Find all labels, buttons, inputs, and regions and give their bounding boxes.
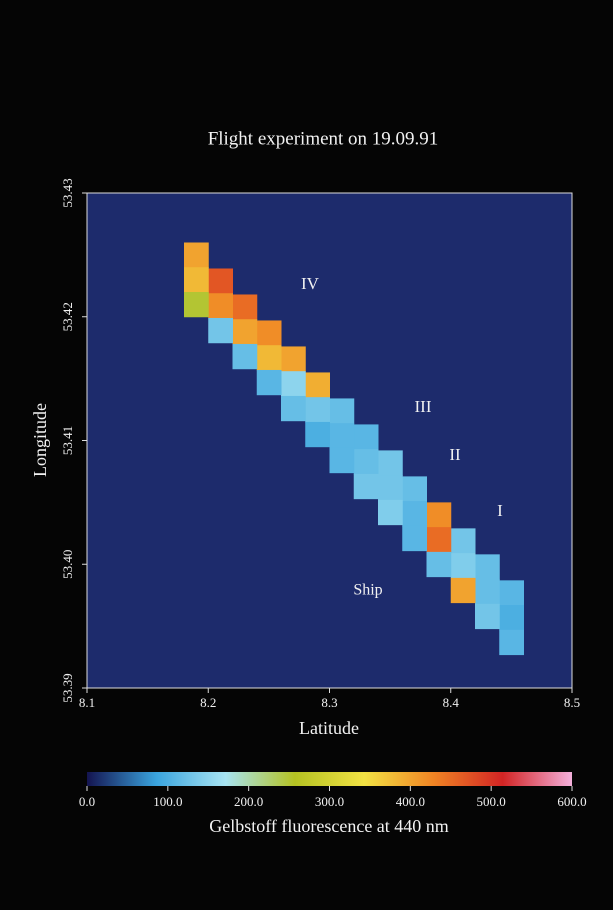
heatmap-cell xyxy=(378,475,403,501)
heatmap-cell xyxy=(475,579,500,605)
heatmap-cell xyxy=(353,473,379,500)
colorbar-tick-label: 300.0 xyxy=(315,794,344,809)
heatmap-cell xyxy=(499,605,524,631)
annotation: II xyxy=(449,445,461,464)
heatmap-cell xyxy=(402,525,427,552)
y-tick-label: 53.41 xyxy=(60,426,75,455)
heatmap-cell xyxy=(450,528,476,554)
heatmap-cell xyxy=(208,293,233,319)
heatmap-cell xyxy=(378,450,403,476)
heatmap-cell xyxy=(256,369,282,396)
y-tick-label: 53.40 xyxy=(60,550,75,579)
colorbar-tick-label: 100.0 xyxy=(153,794,182,809)
heatmap-cell xyxy=(426,527,452,553)
colorbar-tick-label: 500.0 xyxy=(477,794,506,809)
y-axis-label: Longitude xyxy=(30,403,50,477)
heatmap-cell xyxy=(402,476,427,502)
colorbar-tick-label: 200.0 xyxy=(234,794,263,809)
x-tick-label: 8.3 xyxy=(321,695,337,710)
heatmap-cell xyxy=(232,343,258,370)
annotation: III xyxy=(415,397,432,416)
heatmap-cell xyxy=(426,502,452,528)
heatmap-cell xyxy=(426,551,452,578)
heatmap-cell xyxy=(353,424,379,450)
heatmap-cell xyxy=(499,580,524,606)
heatmap-cell xyxy=(353,449,379,475)
chart-title: Flight experiment on 19.09.91 xyxy=(208,128,439,149)
heatmap-cell xyxy=(305,397,330,423)
x-tick-label: 8.4 xyxy=(443,695,460,710)
heatmap-cell xyxy=(450,553,476,579)
colorbar-tick-label: 600.0 xyxy=(557,794,586,809)
heatmap-cell xyxy=(305,421,330,448)
heatmap-cell xyxy=(208,268,233,294)
colorbar xyxy=(87,772,572,786)
heatmap-cell xyxy=(184,267,209,293)
y-tick-label: 53.43 xyxy=(60,178,75,207)
x-tick-label: 8.2 xyxy=(200,695,216,710)
heatmap-cell xyxy=(281,395,306,422)
heatmap-cell xyxy=(499,629,524,656)
heatmap-cell xyxy=(281,371,306,397)
colorbar-tick-label: 400.0 xyxy=(396,794,425,809)
heatmap-cell xyxy=(256,345,282,371)
heatmap-cell xyxy=(256,320,282,346)
heatmap-cell xyxy=(450,577,476,604)
colorbar-label: Gelbstoff fluorescence at 440 nm xyxy=(209,816,449,836)
x-tick-label: 8.5 xyxy=(564,695,580,710)
colorbar-tick-label: 0.0 xyxy=(79,794,95,809)
y-tick-label: 53.42 xyxy=(60,302,75,331)
heatmap-cell xyxy=(184,242,209,268)
heatmap-cell xyxy=(329,447,355,474)
heatmap-cell xyxy=(329,423,355,449)
heatmap-cell xyxy=(184,292,209,318)
annotation: Ship xyxy=(353,582,382,599)
x-axis-label: Latitude xyxy=(299,718,359,738)
annotation: I xyxy=(497,501,503,520)
heatmap-cell xyxy=(329,398,355,424)
heatmap-cell xyxy=(305,372,330,398)
annotation: IV xyxy=(301,274,320,293)
y-tick-label: 53.39 xyxy=(60,673,75,702)
heatmap-cell xyxy=(281,346,306,372)
heatmap-cell xyxy=(378,499,403,526)
heatmap-cell xyxy=(402,501,427,527)
heatmap-cell xyxy=(232,294,258,320)
x-tick-label: 8.1 xyxy=(79,695,95,710)
heatmap-cell xyxy=(475,603,500,630)
heatmap-cell xyxy=(475,554,500,580)
heatmap-cell xyxy=(232,319,258,345)
heatmap-cell xyxy=(208,317,233,344)
